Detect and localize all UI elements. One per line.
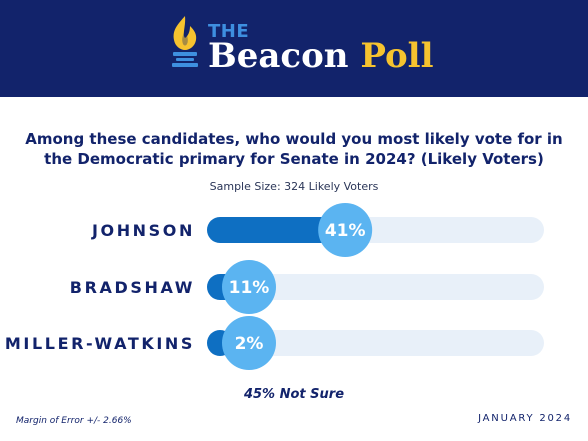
category-label-johnson: JOHNSON (91, 221, 195, 240)
bar-johnson (207, 217, 346, 243)
value-bubble-bradshaw (222, 260, 276, 314)
chart-subtitle: Sample Size: 324 Likely Voters (209, 180, 379, 193)
category-label-miller-watkins: MILLER-WATKINS (5, 334, 195, 353)
brand-name: Beacon Poll (208, 36, 434, 76)
value-label-bradshaw: 11% (229, 278, 270, 298)
value-bubble-johnson (318, 203, 373, 257)
brand-prefix: THE (208, 21, 250, 42)
torch-icon (172, 16, 198, 67)
header-banner: THE Beacon Poll (0, 0, 588, 97)
bar-track-miller-watkins (207, 330, 544, 356)
poll-date: JANUARY 2024 (478, 413, 572, 424)
value-label-johnson: 41% (325, 221, 366, 241)
category-label-bradshaw: BRADSHAW (70, 278, 195, 297)
value-label-miller-watkins: 2% (235, 334, 264, 354)
margin-of-error: Margin of Error +/- 2.66% (16, 416, 132, 426)
brand-accent: Poll (360, 36, 434, 76)
chart-title: Among these candidates, who would you mo… (25, 130, 563, 168)
value-bubble-miller-watkins (222, 316, 276, 370)
bar-track-bradshaw (207, 274, 544, 300)
not-sure-note: 45% Not Sure (243, 387, 345, 402)
brand-word: Beacon (208, 36, 349, 76)
